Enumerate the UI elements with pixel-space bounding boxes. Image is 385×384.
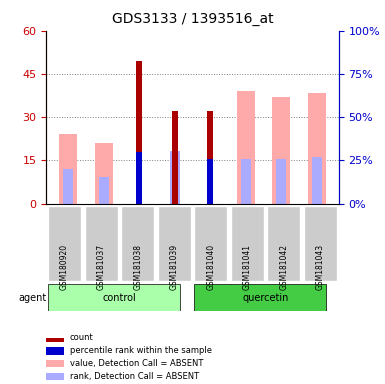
FancyBboxPatch shape [48,206,81,281]
Bar [312,157,321,204]
FancyBboxPatch shape [194,284,326,311]
Bar [276,159,286,204]
Title: GDS3133 / 1393516_at: GDS3133 / 1393516_at [112,12,273,25]
Text: GSM181041: GSM181041 [243,244,252,290]
Bar [99,177,109,204]
Bar [207,159,213,204]
Text: GSM181039: GSM181039 [170,244,179,290]
Bar [136,61,142,204]
Bar [136,152,142,204]
FancyBboxPatch shape [268,206,300,281]
Bar [60,134,77,204]
Bar [46,360,64,367]
Text: control: control [102,293,136,303]
Bar [64,169,73,204]
Bar [46,347,64,354]
Text: quercetin: quercetin [243,293,289,303]
Bar [172,111,178,204]
FancyBboxPatch shape [85,206,117,281]
Text: count: count [70,333,93,343]
FancyBboxPatch shape [231,206,264,281]
FancyBboxPatch shape [194,206,227,281]
Bar [237,91,254,204]
Text: GSM181043: GSM181043 [316,244,325,290]
Text: rank, Detection Call = ABSENT: rank, Detection Call = ABSENT [70,372,199,381]
FancyBboxPatch shape [158,206,191,281]
Text: value, Detection Call = ABSENT: value, Detection Call = ABSENT [70,359,203,368]
Bar [170,151,180,204]
Bar [308,93,325,204]
Bar [207,111,213,204]
Text: agent: agent [19,293,47,303]
Text: GSM181037: GSM181037 [97,244,105,290]
Text: GSM181042: GSM181042 [280,244,288,290]
FancyBboxPatch shape [48,284,180,311]
Bar [272,97,290,204]
Bar [95,143,113,204]
FancyBboxPatch shape [121,206,154,281]
Bar [241,159,251,204]
FancyBboxPatch shape [304,206,337,281]
Text: percentile rank within the sample: percentile rank within the sample [70,346,212,355]
Text: GSM181038: GSM181038 [133,244,142,290]
Text: GSM181040: GSM181040 [206,244,215,290]
Text: GSM180920: GSM180920 [60,244,69,290]
Bar [46,373,64,380]
Bar [46,334,64,342]
